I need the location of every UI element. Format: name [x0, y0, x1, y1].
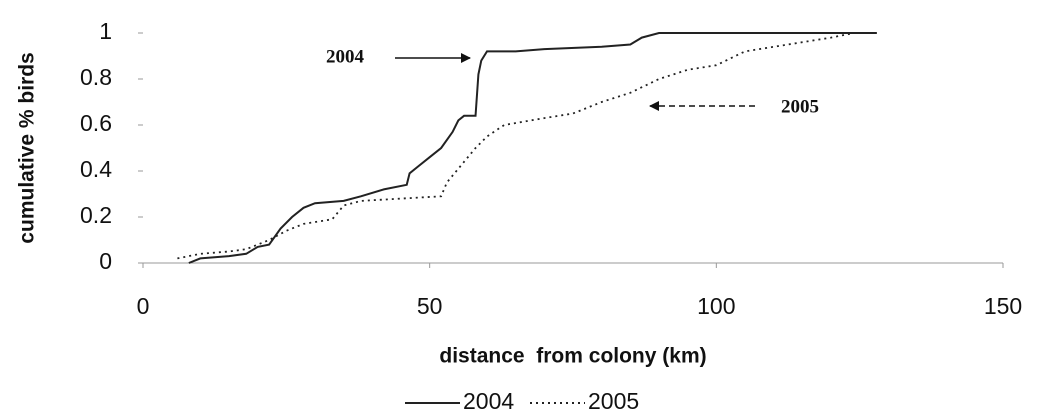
series-line: [188, 32, 877, 264]
x-tick-label: 0: [137, 293, 150, 319]
legend-label: 2004: [463, 388, 514, 414]
y-axis-title: cumulative % birds: [16, 52, 39, 243]
annotation: 2005: [781, 96, 819, 117]
series-line: [177, 32, 855, 260]
y-tick-label: 1: [99, 18, 112, 44]
x-axis-title: distance from colony (km): [439, 345, 706, 368]
y-tick-label: 0: [99, 248, 112, 274]
x-tick-label: 50: [417, 293, 443, 319]
x-tick-label: 100: [697, 293, 735, 319]
y-tick-label: 0.2: [80, 202, 112, 228]
legend-label: 2005: [588, 388, 639, 414]
x-tick-label: 150: [984, 293, 1022, 319]
y-tick-label: 0.4: [80, 156, 112, 182]
y-tick-label: 0.8: [80, 64, 112, 90]
y-tick-label: 0.6: [80, 110, 112, 136]
annotation: 2004: [326, 46, 365, 67]
